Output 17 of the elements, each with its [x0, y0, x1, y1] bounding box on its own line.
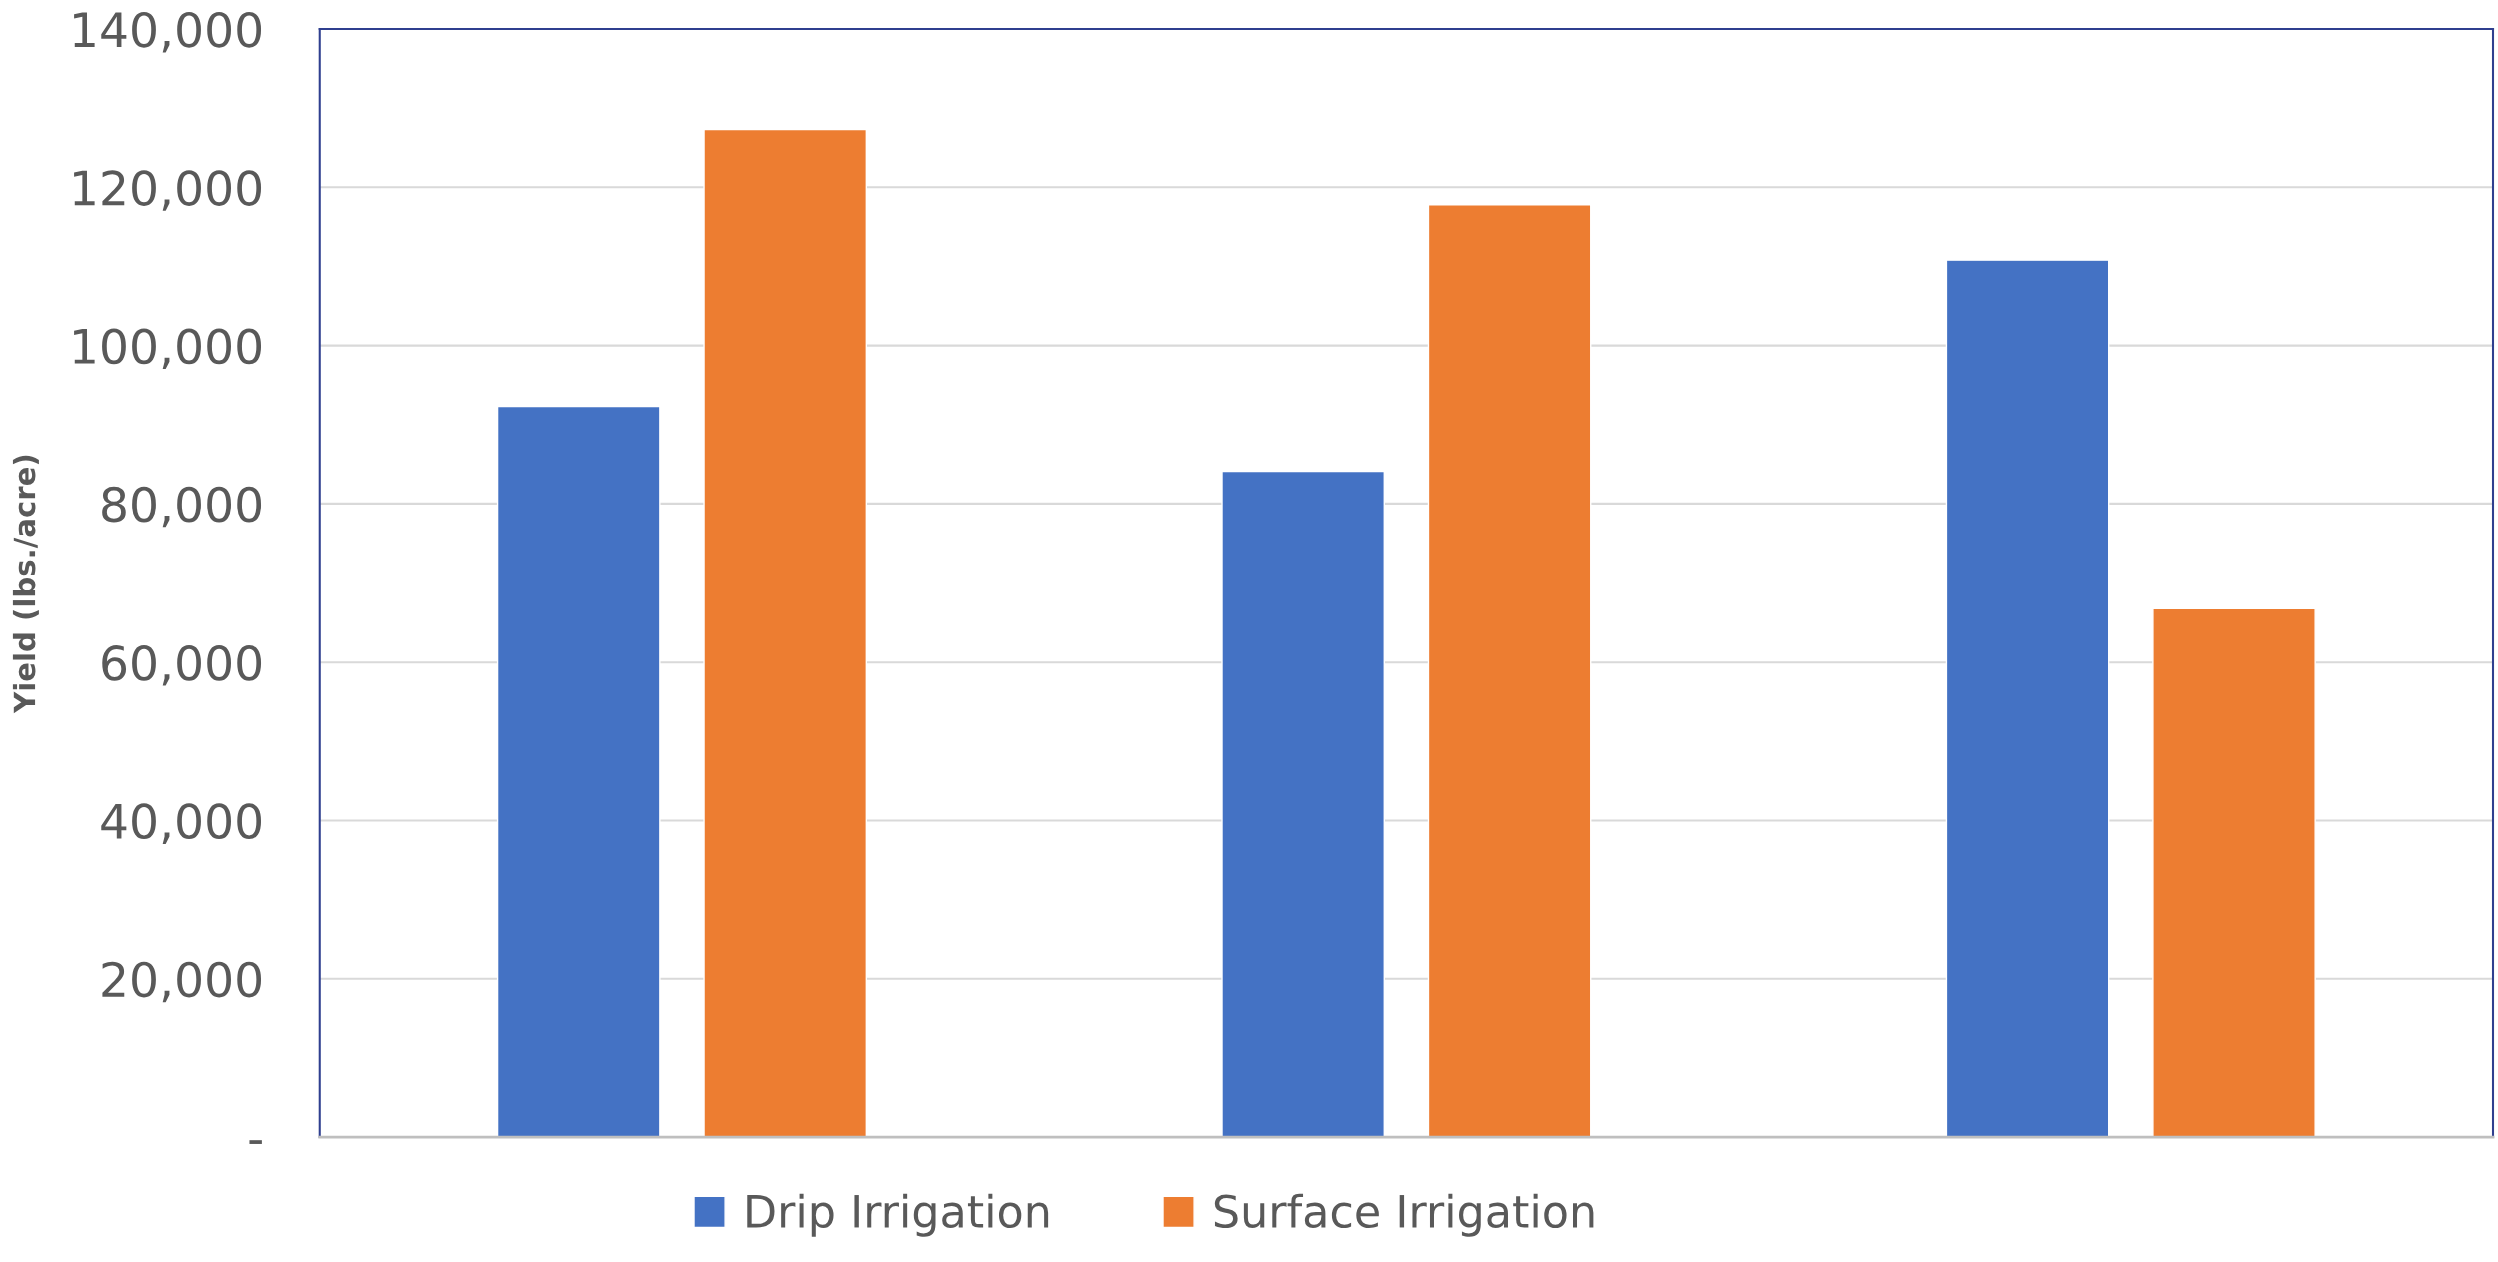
y-tick-label: 80,000 — [102, 486, 262, 528]
y-tick-label: 60,000 — [102, 645, 262, 686]
bar — [2152, 607, 2316, 1138]
legend-label: Surface Irrigation — [1214, 1193, 1594, 1237]
y-tick-label: 120,000 — [74, 170, 262, 211]
bar — [496, 405, 661, 1138]
bar — [703, 128, 868, 1138]
y-tick-label: 140,000 — [74, 11, 262, 53]
y-tick-label: 100,000 — [74, 328, 262, 370]
bar — [1221, 470, 1385, 1138]
bar — [1427, 204, 1592, 1138]
y-tick-label: 20,000 — [102, 961, 262, 1003]
y-tick-label: - — [249, 1140, 262, 1144]
y-axis-title: Yield (lbs./acre) — [12, 455, 39, 714]
bar — [1945, 259, 2110, 1138]
legend-label: Drip Irrigation — [747, 1193, 1049, 1237]
y-tick-label: 40,000 — [101, 803, 262, 844]
